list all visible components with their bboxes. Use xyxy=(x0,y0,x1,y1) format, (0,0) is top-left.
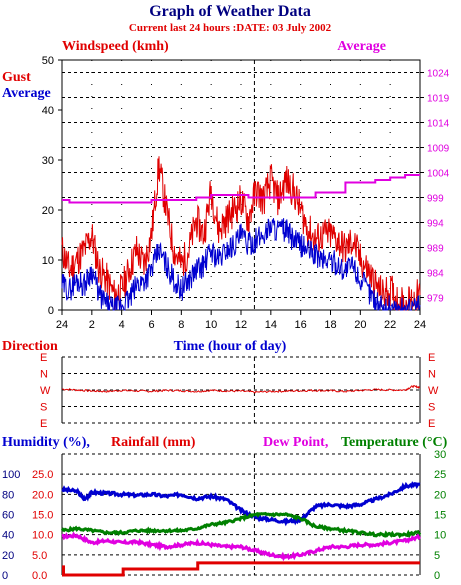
rain-tick-label: 0.0 xyxy=(32,570,47,582)
dir-tick-label-right: N xyxy=(428,369,436,381)
average-series-line xyxy=(61,218,421,311)
wind-x-tick-label: 6 xyxy=(148,319,154,331)
direction-series-line xyxy=(61,385,421,394)
humidity-series-line xyxy=(61,481,421,527)
wind-y-tick-label: 30 xyxy=(42,155,54,167)
temp-tick-label: 15 xyxy=(434,510,446,522)
chart-subtitle: Current last 24 hours :DATE: 03 July 200… xyxy=(129,22,332,34)
dir-tick-label-left: S xyxy=(40,402,47,414)
humidity-label: Humidity (%), xyxy=(2,435,90,450)
wind-panel: 24 2 4 6 8 10 12 14 16 18 20 22 24979984989994999100… xyxy=(42,55,450,331)
humidity-panel: 0 5 10 15 20 25 30 0 20 40 60 80 100 0.0 5.0 10.0 15.0 20… xyxy=(2,449,446,582)
wind-y-tick-label: 50 xyxy=(42,55,54,67)
dir-tick-label-right: E xyxy=(428,418,435,430)
temp-tick-label: 10 xyxy=(434,530,446,542)
pressure-tick-label: 1009 xyxy=(427,144,450,155)
dir-tick-label-left: E xyxy=(40,418,47,430)
wind-x-tick-label: 22 xyxy=(384,319,396,331)
wind-y-tick-label: 0 xyxy=(48,305,54,317)
rain-tick-label: 5.0 xyxy=(32,550,47,562)
wind-x-tick-label: 10 xyxy=(205,319,217,331)
pressure-tick-label: 984 xyxy=(427,269,444,280)
gust-label: Gust xyxy=(2,70,31,85)
temperature-series-line xyxy=(60,511,422,539)
humidity-tick-label: 80 xyxy=(2,489,14,501)
average-left-label: Average xyxy=(2,86,51,101)
pressure-tick-label: 994 xyxy=(427,219,444,230)
direction-panel: E EN NW WS SE E xyxy=(40,352,439,430)
gust-series-line xyxy=(61,156,421,311)
dir-tick-label-right: S xyxy=(428,402,435,414)
dir-tick-label-left: E xyxy=(40,352,47,364)
dir-tick-label-right: W xyxy=(428,385,439,397)
pressure-tick-label: 999 xyxy=(427,194,444,205)
windspeed-label: Windspeed (kmh) xyxy=(62,39,169,54)
chart-title: Graph of Weather Data xyxy=(149,3,311,20)
dewpoint-series-line xyxy=(61,531,422,562)
dir-tick-label-left: N xyxy=(40,369,48,381)
pressure-tick-label: 1004 xyxy=(427,169,450,180)
rain-tick-label: 15.0 xyxy=(32,510,53,522)
direction-label: Direction xyxy=(2,339,58,354)
wind-y-tick-label: 20 xyxy=(42,205,54,217)
humidity-tick-label: 60 xyxy=(2,510,14,522)
wind-x-tick-label: 12 xyxy=(235,319,247,331)
pressure-tick-label: 989 xyxy=(427,244,444,255)
pressure-tick-label: 979 xyxy=(427,294,444,305)
wind-y-tick-label: 10 xyxy=(42,255,54,267)
wind-x-tick-label: 16 xyxy=(295,319,307,331)
dir-tick-label-right: E xyxy=(428,352,435,364)
rainfall-label: Rainfall (mm) xyxy=(111,435,196,450)
rain-tick-label: 25.0 xyxy=(32,469,53,481)
wind-x-tick-label: 14 xyxy=(265,319,277,331)
wind-x-tick-label: 2 xyxy=(89,319,95,331)
dir-tick-label-left: W xyxy=(40,385,51,397)
rain-tick-label: 20.0 xyxy=(32,489,53,501)
temperature-label: Temperature (°C) xyxy=(341,435,448,450)
humidity-tick-label: 0 xyxy=(2,570,8,582)
humidity-tick-label: 100 xyxy=(2,469,20,481)
wind-x-tick-label: 8 xyxy=(178,319,184,331)
pressure-tick-label: 1024 xyxy=(427,69,450,80)
temp-tick-label: 20 xyxy=(434,489,446,501)
pressure-tick-label: 1014 xyxy=(427,119,450,130)
wind-x-tick-label: 24 xyxy=(414,319,426,331)
temp-tick-label: 5 xyxy=(434,550,440,562)
wind-x-tick-label: 4 xyxy=(119,319,125,331)
wind-x-tick-label: 18 xyxy=(324,319,336,331)
average-right-label: Average xyxy=(337,39,386,54)
rain-tick-label: 10.0 xyxy=(32,530,53,542)
pressure-series-line xyxy=(62,174,420,204)
temp-tick-label: 0 xyxy=(434,570,440,582)
wind-x-tick-label: 20 xyxy=(354,319,366,331)
temp-tick-label: 30 xyxy=(434,449,446,461)
dewpoint-label: Dew Point, xyxy=(263,435,328,450)
temp-tick-label: 25 xyxy=(434,469,446,481)
pressure-tick-label: 1019 xyxy=(427,94,450,105)
wind-x-tick-label: 24 xyxy=(56,319,68,331)
wind-y-tick-label: 40 xyxy=(42,105,54,117)
humidity-tick-label: 20 xyxy=(2,550,14,562)
rainfall-series-line xyxy=(61,561,420,577)
humidity-tick-label: 40 xyxy=(2,530,14,542)
x-axis-label: Time (hour of day) xyxy=(174,339,287,354)
